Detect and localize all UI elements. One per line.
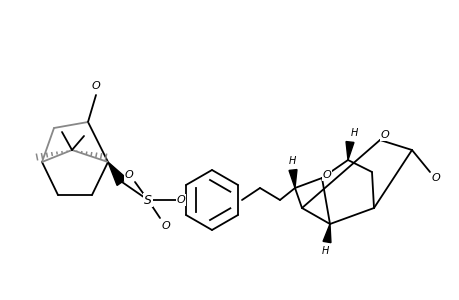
Text: O: O <box>176 195 185 205</box>
Polygon shape <box>345 142 353 160</box>
Text: H: H <box>321 246 328 256</box>
Text: S: S <box>144 194 151 206</box>
Text: O: O <box>124 170 133 180</box>
Polygon shape <box>288 169 297 188</box>
Text: O: O <box>431 173 439 183</box>
Text: H: H <box>350 128 357 138</box>
Polygon shape <box>322 224 330 243</box>
Text: O: O <box>322 170 330 180</box>
Text: O: O <box>91 81 100 91</box>
Text: H: H <box>288 156 295 166</box>
Text: O: O <box>380 130 388 140</box>
Polygon shape <box>108 162 127 185</box>
Text: O: O <box>161 221 170 231</box>
